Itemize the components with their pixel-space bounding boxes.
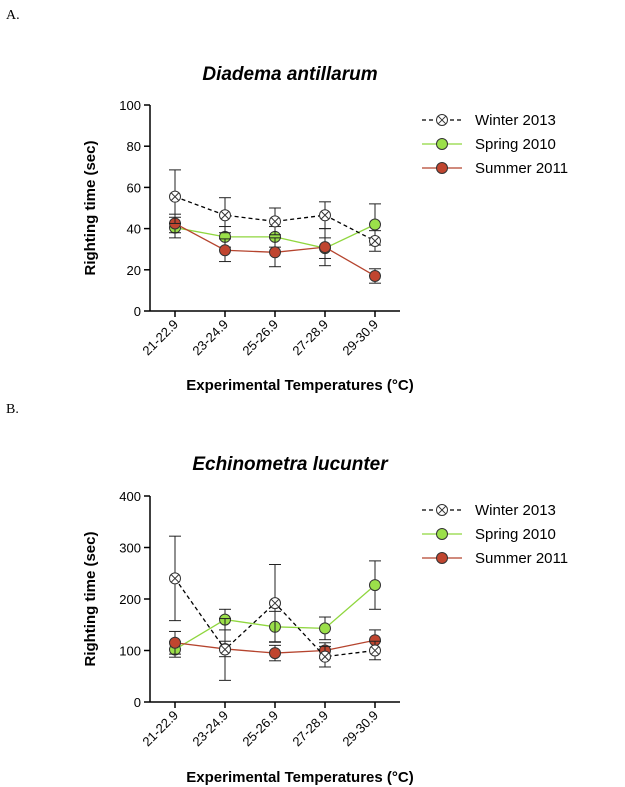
panel-letter-a: A.: [6, 8, 20, 23]
data-point: [369, 218, 381, 231]
x-tick-label: 27-28.9: [289, 708, 331, 750]
x-axis-label: Experimental Temperatures (°C): [186, 769, 413, 786]
marker-cross: [220, 645, 230, 654]
legend-marker: [436, 552, 448, 564]
y-tick-label: 100: [119, 98, 141, 113]
marker-cross: [320, 652, 330, 661]
marker-cross: [270, 598, 280, 608]
x-tick-label: 21-22.9: [139, 317, 181, 359]
data-point: [269, 246, 281, 259]
series-1: [169, 169, 381, 252]
y-tick-label: 40: [127, 222, 141, 237]
y-tick-label: 20: [127, 263, 141, 278]
legend-label: Winter 2013: [475, 502, 556, 519]
chart-title: Diadema antillarum: [202, 64, 377, 85]
legend: Winter 2013 Spring 2010 Summer 2011: [422, 112, 568, 177]
data-point: [369, 269, 381, 282]
marker-cross: [170, 192, 180, 201]
data-point: [369, 579, 381, 592]
x-tick-label: 29-30.9: [339, 317, 381, 359]
y-tick-label: 80: [127, 139, 141, 154]
legend-marker: [436, 528, 448, 540]
marker-cross: [170, 574, 180, 583]
data-point: [319, 622, 331, 635]
legend-label: Winter 2013: [475, 112, 556, 129]
marker-cross: [270, 217, 280, 226]
marker-cross: [220, 211, 230, 220]
x-tick-label: 25-26.9: [239, 317, 281, 359]
data-point: [319, 241, 331, 254]
legend: Winter 2013 Spring 2010 Summer 2011: [422, 502, 568, 567]
y-axis-label: Righting time (sec): [82, 531, 99, 666]
x-tick-label: 29-30.9: [339, 708, 381, 750]
y-tick-label: 0: [134, 695, 141, 710]
x-tick-label: 27-28.9: [289, 317, 331, 359]
x-tick-label: 21-22.9: [139, 708, 181, 750]
y-tick-label: 100: [119, 644, 141, 659]
chart-2: Echinometra lucunter 0 100 200 300 400 21-22.9…: [82, 454, 568, 786]
y-tick-label: 300: [119, 541, 141, 556]
data-point: [269, 647, 281, 660]
y-axis-label: Righting time (sec): [82, 140, 99, 275]
legend-label: Spring 2010: [475, 526, 556, 543]
series-1: [169, 535, 381, 681]
legend-label: Spring 2010: [475, 136, 556, 153]
y-tick-label: 400: [119, 489, 141, 504]
x-tick-label: 23-24.9: [189, 317, 231, 359]
marker-cross: [370, 646, 380, 655]
panel-letter-b: B.: [6, 402, 19, 417]
y-tick-label: 60: [127, 180, 141, 195]
series-line: [174, 196, 376, 242]
chart-1: Diadema antillarum 0 20 40 60 80 100 21-22.9 23-…: [82, 64, 568, 394]
legend-label: Summer 2011: [475, 160, 568, 177]
legend-marker: [436, 138, 448, 150]
marker-cross: [437, 115, 447, 125]
data-point: [169, 636, 181, 649]
legend-label: Summer 2011: [475, 550, 568, 567]
marker-cross: [370, 236, 380, 246]
series-3: [169, 213, 381, 284]
data-point: [219, 244, 231, 257]
legend-marker: [436, 162, 448, 174]
x-tick-label: 23-24.9: [189, 708, 231, 750]
marker-cross: [320, 211, 330, 220]
x-axis-label: Experimental Temperatures (°C): [186, 377, 413, 394]
marker-cross: [437, 505, 447, 515]
series-3: [169, 629, 381, 662]
y-tick-label: 200: [119, 592, 141, 607]
chart-title: Echinometra lucunter: [192, 454, 389, 475]
x-tick-label: 25-26.9: [239, 708, 281, 750]
y-tick-label: 0: [134, 304, 141, 319]
